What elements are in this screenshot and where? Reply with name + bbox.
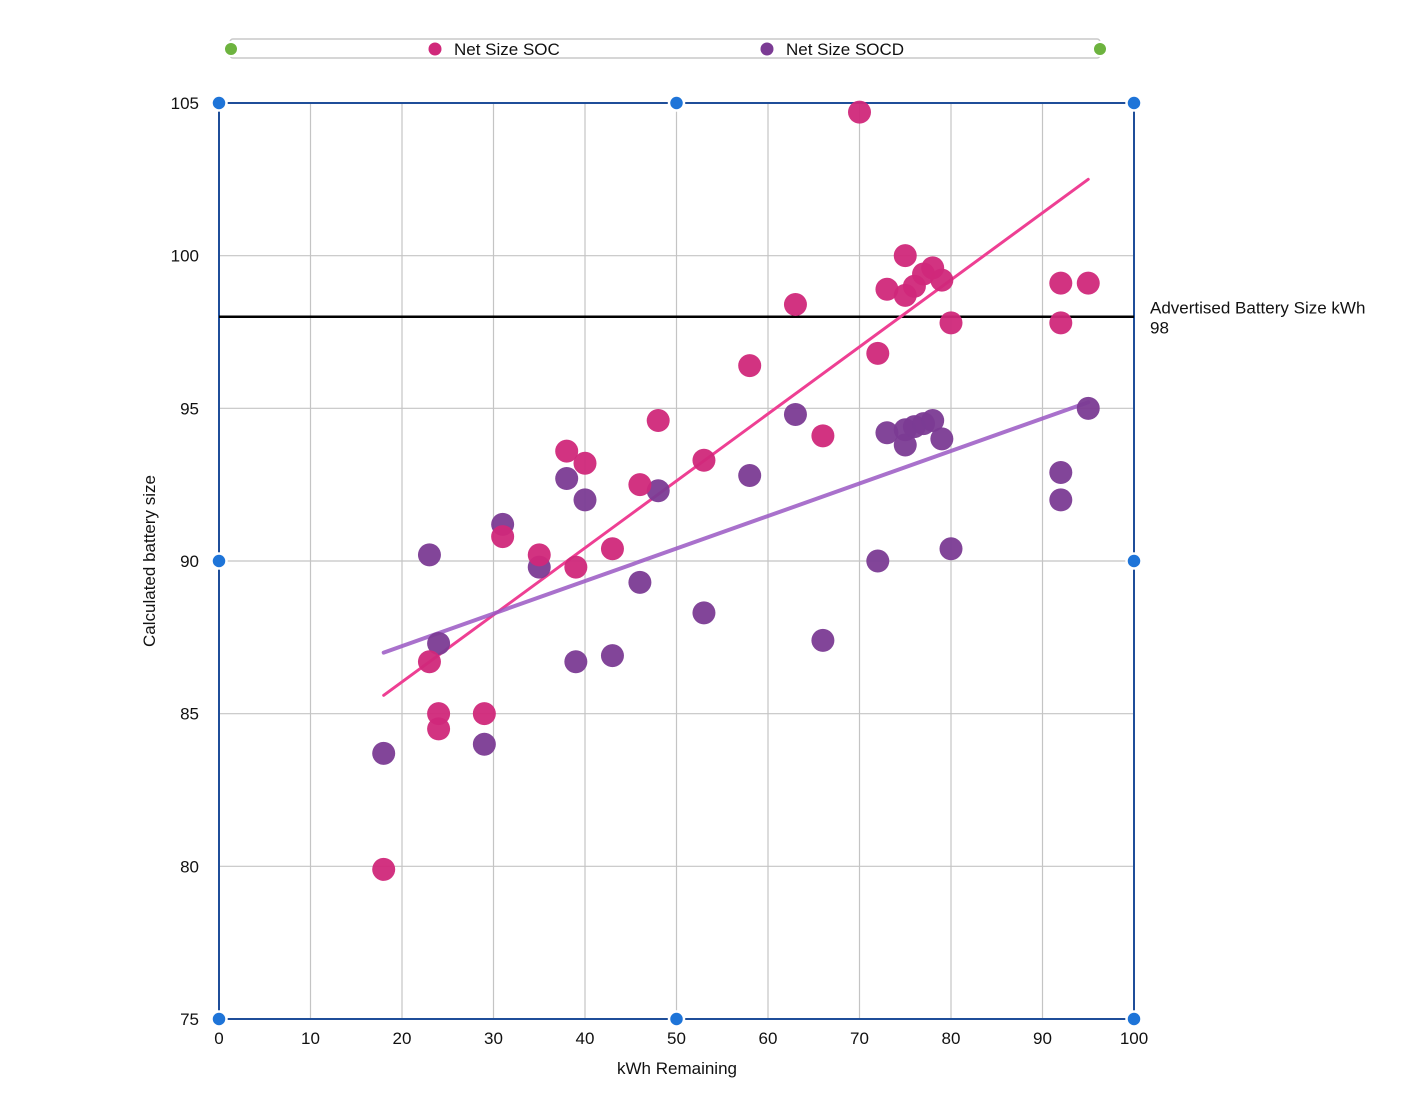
y-axis-label: Calculated battery size [140,475,159,647]
trendline-soc [382,177,1090,697]
reference-line-value: 98 [1150,319,1169,338]
data-point-socd [866,549,890,573]
resize-handle[interactable] [210,94,228,112]
trendline-socd [381,400,1091,655]
x-tick-label: 60 [759,1029,778,1048]
x-tick-label: 30 [484,1029,503,1048]
data-point-soc [417,650,441,674]
y-tick-label: 95 [180,399,199,418]
data-point-socd [738,464,762,488]
data-point-soc [866,341,890,365]
x-tick-label: 70 [850,1029,869,1048]
data-point-socd [1076,396,1100,420]
legend-label-soc: Net Size SOC [454,40,560,59]
resize-handle[interactable] [1125,1010,1143,1028]
data-point-soc [491,525,515,549]
data-point-soc [372,857,396,881]
data-point-socd [628,570,652,594]
y-tick-label: 75 [180,1010,199,1029]
x-tick-labels: 0 10 20 30 40 50 60 70 80 90 100 [214,1029,1148,1048]
legend-swatch-soc [428,42,442,56]
x-tick-label: 20 [393,1029,412,1048]
data-point-socd [472,732,496,756]
data-point-soc [1049,271,1073,295]
legend-left-handle[interactable] [223,41,239,57]
data-point-soc [472,702,496,726]
x-axis-label: kWh Remaining [617,1059,737,1078]
data-point-soc [738,354,762,378]
trendlines [381,177,1091,697]
data-point-soc [527,543,551,567]
data-point-soc [811,424,835,448]
y-tick-label: 100 [171,247,199,266]
data-point-socd [564,650,588,674]
legend-right-handle[interactable] [1092,41,1108,57]
data-point-socd [875,421,899,445]
x-tick-label: 80 [942,1029,961,1048]
data-point-socd [417,543,441,567]
data-point-soc [555,439,579,463]
data-point-socd [1049,460,1073,484]
resize-handle[interactable] [210,552,228,570]
data-point-socd [573,488,597,512]
legend[interactable]: Net Size SOC Net Size SOCD [223,38,1108,59]
data-point-soc [427,717,451,741]
data-point-socd [1049,488,1073,512]
data-point-socd [939,537,963,561]
y-tick-label: 85 [180,705,199,724]
data-points [372,100,1100,881]
data-point-soc [692,448,716,472]
data-point-socd [692,601,716,625]
data-point-socd [372,741,396,765]
data-point-soc [1076,271,1100,295]
data-point-soc [1049,311,1073,335]
y-tick-label: 105 [171,94,199,113]
legend-swatch-socd [760,42,774,56]
data-point-soc [564,555,588,579]
x-tick-label: 50 [667,1029,686,1048]
data-point-soc [646,409,670,433]
data-point-socd [921,409,945,433]
x-tick-label: 0 [214,1029,223,1048]
data-point-soc [600,537,624,561]
selection-handles[interactable] [210,94,1143,1028]
y-tick-label: 90 [180,552,199,571]
data-point-socd [893,433,917,457]
legend-label-socd: Net Size SOCD [786,40,904,59]
resize-handle[interactable] [1125,94,1143,112]
data-point-soc [573,451,597,475]
y-tick-label: 80 [180,857,199,876]
data-point-socd [783,402,807,426]
resize-handle[interactable] [1125,552,1143,570]
data-point-socd [646,479,670,503]
x-tick-label: 10 [301,1029,320,1048]
data-point-socd [427,631,451,655]
data-point-soc [893,244,917,268]
data-point-soc [848,100,871,124]
data-point-soc [939,311,963,335]
data-point-socd [555,467,579,491]
x-tick-label: 100 [1120,1029,1148,1048]
resize-handle[interactable] [667,94,686,112]
data-point-socd [811,628,835,652]
x-tick-label: 90 [1033,1029,1052,1048]
resize-handle[interactable] [667,1010,686,1028]
legend-frame [229,38,1101,59]
data-point-soc [628,473,652,497]
grid-lines [219,103,1134,1019]
y-tick-labels: 75 80 85 90 95 100 105 [171,94,199,1029]
data-point-socd [930,427,954,451]
reference-line-label: Advertised Battery Size kWh [1150,299,1365,318]
data-point-soc [783,293,807,317]
data-point-soc [875,277,899,301]
data-point-soc [930,268,954,292]
data-point-socd [600,644,624,668]
x-tick-label: 40 [576,1029,595,1048]
resize-handle[interactable] [210,1010,228,1028]
